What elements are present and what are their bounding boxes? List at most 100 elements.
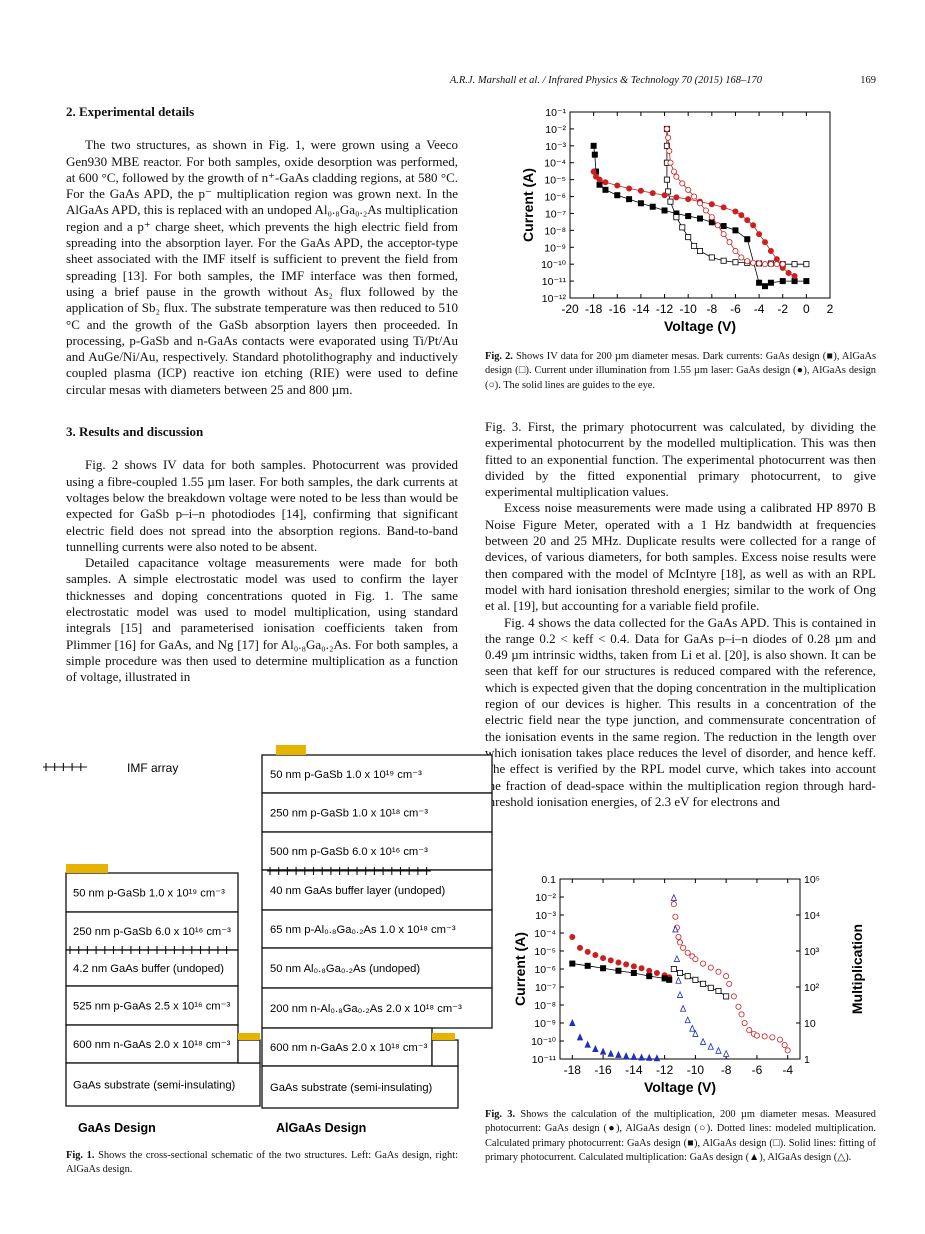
data-point (700, 960, 707, 967)
data-point (673, 173, 680, 180)
data-point (600, 965, 607, 972)
section-heading: 3. Results and discussion (66, 424, 204, 440)
caption-label: Fig. 3. (485, 1109, 516, 1120)
data-point (781, 1041, 788, 1048)
data-point (691, 193, 698, 200)
data-point (584, 948, 591, 955)
data-point (602, 186, 609, 193)
page-number: 169 (860, 75, 876, 86)
data-point (708, 214, 715, 221)
y-tick-label: 10⁻⁷ (545, 208, 566, 220)
data-point (630, 1052, 638, 1060)
data-point (756, 231, 763, 238)
layer-label: 250 nm p-GaSb 1.0 x 10¹⁸ cm⁻³ (270, 808, 428, 820)
data-point (777, 1036, 784, 1043)
x-tick-label: -10 (687, 1063, 705, 1077)
y-tick-label: 10⁻¹¹ (532, 1054, 557, 1066)
layer (65, 949, 239, 987)
x-tick-label: -18 (564, 1063, 582, 1077)
data-point (767, 261, 774, 268)
data-point (702, 207, 709, 214)
data-point (649, 190, 656, 197)
data-point (720, 223, 727, 230)
data-point (773, 256, 780, 263)
data-point (708, 219, 715, 226)
data-point (591, 151, 598, 158)
y-tick-label: 10⁻¹⁰ (541, 259, 567, 271)
data-point (666, 147, 673, 154)
y-tick-label: 10⁻⁵ (544, 175, 566, 187)
layer (261, 947, 493, 989)
data-point (791, 261, 798, 268)
data-point (677, 939, 684, 946)
data-point (649, 203, 656, 210)
data-point (615, 967, 622, 974)
data-point (769, 1034, 776, 1041)
data-point (697, 248, 704, 255)
data-point (723, 973, 730, 980)
data-point (762, 261, 769, 268)
data-point (707, 1042, 714, 1050)
data-point (661, 192, 668, 199)
data-point (699, 1037, 707, 1045)
figure-caption: Fig. 1. Shows the cross-sectional schema… (66, 1149, 458, 1178)
data-point (672, 913, 679, 920)
data-point (708, 201, 715, 208)
data-point (671, 168, 678, 175)
data-point (730, 993, 737, 1000)
x-tick-label: -4 (754, 302, 765, 316)
y-tick-label: 10 (804, 1018, 816, 1030)
layer (261, 831, 493, 871)
y-tick-label: 10⁻⁹ (544, 242, 566, 254)
caption-text: Shows the calculation of the multiplicat… (485, 1109, 876, 1163)
data-point (569, 1018, 576, 1026)
data-point (750, 259, 757, 266)
data-point (600, 955, 607, 962)
y-tick-label: 10⁻¹ (545, 107, 566, 119)
data-point (675, 933, 682, 940)
x-tick-label: 2 (827, 302, 834, 316)
data-point (661, 207, 668, 214)
data-point (602, 179, 609, 186)
data-point (584, 1040, 591, 1048)
data-point (569, 933, 576, 940)
data-point (673, 954, 681, 962)
data-point (646, 973, 653, 980)
data-point (590, 168, 597, 175)
data-point (762, 239, 769, 246)
data-point (663, 176, 670, 183)
data-point (630, 963, 637, 970)
data-point (665, 188, 672, 195)
paragraph: Detailed capacitance voltage measurement… (66, 555, 458, 685)
data-point (626, 185, 633, 192)
data-point (732, 259, 739, 266)
data-point (646, 967, 653, 974)
data-point (791, 278, 798, 285)
x-tick-label: -16 (594, 1063, 612, 1077)
y-tick-label: 10⁻¹¹ (542, 276, 567, 288)
data-point (767, 279, 774, 286)
data-point (680, 944, 687, 951)
layer (261, 754, 493, 794)
layer-label: 200 nm n-Al₀.₈Ga₀.₂As 2.0 x 10¹⁸ cm⁻³ (270, 1003, 462, 1015)
data-point (596, 176, 603, 183)
x-tick-label: -16 (609, 302, 627, 316)
data-point (753, 1032, 760, 1039)
data-point (672, 925, 679, 933)
layer (261, 1065, 459, 1109)
data-point (666, 976, 673, 983)
data-point (684, 1016, 691, 1024)
left-column: 2. Experimental details The two structure… (66, 104, 458, 686)
series-line (593, 171, 795, 277)
data-point (785, 270, 792, 277)
data-point (663, 125, 670, 132)
y-tick-label: 10⁻⁶ (544, 192, 566, 204)
x-tick-label: -10 (680, 302, 698, 316)
data-point (685, 213, 692, 220)
layer-label: 500 nm p-GaSb 6.0 x 10¹⁶ cm⁻³ (270, 846, 428, 858)
data-point (679, 180, 686, 187)
layer (261, 869, 493, 911)
y-axis-label: Current (A) (520, 168, 536, 242)
data-point (646, 1053, 653, 1061)
